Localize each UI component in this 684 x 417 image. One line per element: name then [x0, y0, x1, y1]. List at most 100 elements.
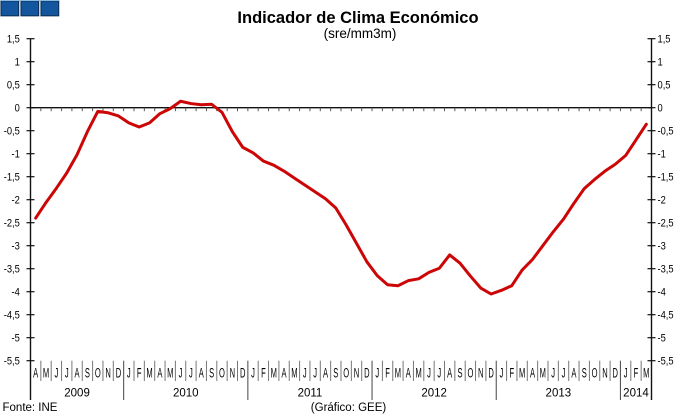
svg-text:-1: -1: [11, 149, 20, 161]
svg-text:A: A: [157, 366, 162, 381]
svg-text:J: J: [54, 366, 58, 381]
svg-text:2010: 2010: [173, 388, 199, 400]
svg-text:D: D: [240, 366, 245, 381]
svg-text:0: 0: [658, 103, 663, 115]
svg-text:M: M: [395, 366, 401, 381]
svg-text:-5: -5: [658, 333, 667, 345]
svg-text:-3: -3: [658, 241, 667, 253]
svg-text:J: J: [375, 366, 379, 381]
svg-text:J: J: [562, 366, 566, 381]
svg-text:2009: 2009: [64, 388, 90, 400]
svg-text:N: N: [354, 366, 359, 381]
svg-text:M: M: [643, 366, 649, 381]
svg-text:(Gráfico: GEE): (Gráfico: GEE): [311, 402, 387, 414]
svg-text:2013: 2013: [546, 388, 572, 400]
svg-text:J: J: [303, 366, 307, 381]
svg-text:F: F: [509, 366, 514, 381]
svg-text:0: 0: [15, 103, 20, 115]
svg-text:A: A: [323, 366, 328, 381]
svg-text:0,5: 0,5: [658, 80, 671, 92]
svg-text:J: J: [551, 366, 555, 381]
svg-text:M: M: [167, 366, 173, 381]
svg-text:S: S: [582, 366, 587, 381]
svg-text:N: N: [478, 366, 483, 381]
svg-text:O: O: [592, 366, 598, 381]
svg-text:F: F: [261, 366, 266, 381]
svg-text:N: N: [105, 366, 110, 381]
svg-text:-4,5: -4,5: [658, 310, 674, 322]
svg-text:M: M: [146, 366, 152, 381]
svg-text:D: D: [613, 366, 618, 381]
svg-text:J: J: [500, 366, 504, 381]
svg-text:1,5: 1,5: [658, 34, 671, 46]
svg-text:2011: 2011: [298, 388, 323, 400]
svg-text:-1,5: -1,5: [658, 172, 674, 184]
svg-text:A: A: [75, 366, 80, 381]
svg-text:A: A: [406, 366, 411, 381]
svg-text:J: J: [127, 366, 131, 381]
svg-text:M: M: [415, 366, 421, 381]
svg-text:Indicador de Clima Económico: Indicador de Clima Económico: [237, 9, 478, 27]
svg-text:J: J: [179, 366, 183, 381]
svg-text:O: O: [343, 366, 349, 381]
svg-text:1: 1: [15, 57, 20, 69]
svg-text:J: J: [313, 366, 317, 381]
svg-text:J: J: [624, 366, 628, 381]
svg-text:-2: -2: [658, 195, 667, 207]
svg-text:-5,5: -5,5: [658, 356, 674, 368]
svg-text:-4,5: -4,5: [4, 310, 20, 322]
svg-text:A: A: [282, 366, 287, 381]
svg-text:-3,5: -3,5: [4, 264, 20, 276]
svg-text:M: M: [291, 366, 297, 381]
svg-text:S: S: [457, 366, 462, 381]
svg-text:1,5: 1,5: [7, 34, 20, 46]
svg-text:M: M: [43, 366, 49, 381]
svg-text:-0,5: -0,5: [4, 126, 20, 138]
svg-text:A: A: [199, 366, 204, 381]
svg-text:(sre/mm3m): (sre/mm3m): [324, 26, 397, 41]
svg-text:-2,5: -2,5: [4, 218, 20, 230]
svg-text:Fonte: INE: Fonte: INE: [3, 402, 58, 414]
svg-text:S: S: [209, 366, 214, 381]
svg-text:A: A: [447, 366, 452, 381]
svg-text:F: F: [385, 366, 390, 381]
svg-text:O: O: [467, 366, 473, 381]
svg-text:-4: -4: [658, 287, 667, 299]
svg-text:M: M: [271, 366, 277, 381]
svg-text:D: D: [116, 366, 121, 381]
svg-text:2012: 2012: [421, 388, 447, 400]
svg-text:J: J: [427, 366, 431, 381]
svg-text:1: 1: [658, 57, 663, 69]
svg-text:A: A: [530, 366, 535, 381]
svg-text:F: F: [137, 366, 142, 381]
svg-text:-1: -1: [658, 149, 667, 161]
svg-text:F: F: [634, 366, 639, 381]
svg-text:-0,5: -0,5: [658, 126, 674, 138]
svg-text:D: D: [364, 366, 369, 381]
svg-text:A: A: [33, 366, 38, 381]
svg-text:M: M: [540, 366, 546, 381]
svg-text:-3: -3: [11, 241, 20, 253]
svg-text:J: J: [65, 366, 69, 381]
svg-text:0,5: 0,5: [7, 80, 20, 92]
svg-text:N: N: [230, 366, 235, 381]
svg-text:S: S: [85, 366, 90, 381]
svg-text:D: D: [488, 366, 493, 381]
svg-text:O: O: [95, 366, 101, 381]
svg-text:A: A: [571, 366, 576, 381]
svg-text:N: N: [602, 366, 607, 381]
svg-text:-2: -2: [11, 195, 20, 207]
svg-text:J: J: [251, 366, 255, 381]
svg-text:O: O: [219, 366, 225, 381]
svg-text:-5,5: -5,5: [4, 356, 20, 368]
svg-text:S: S: [333, 366, 338, 381]
svg-text:2014: 2014: [623, 388, 649, 400]
svg-text:-1,5: -1,5: [4, 172, 20, 184]
svg-text:J: J: [189, 366, 193, 381]
svg-text:J: J: [437, 366, 441, 381]
svg-text:-5: -5: [11, 333, 20, 345]
svg-text:M: M: [519, 366, 525, 381]
svg-text:-4: -4: [11, 287, 20, 299]
svg-text:-2,5: -2,5: [658, 218, 674, 230]
svg-text:-3,5: -3,5: [658, 264, 674, 276]
